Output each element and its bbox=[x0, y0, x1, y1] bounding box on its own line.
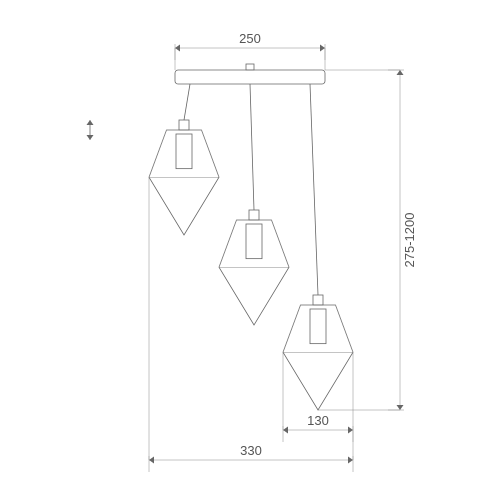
dim-height: 275-1200 bbox=[388, 70, 417, 410]
dim-shade-width-label: 130 bbox=[307, 413, 329, 428]
dim-top-width: 250 bbox=[175, 31, 325, 60]
dim-height-label: 275-1200 bbox=[402, 213, 417, 268]
technical-drawing: 250 275-1200 130 330 bbox=[0, 0, 500, 500]
pendant-2 bbox=[219, 84, 289, 325]
dim-overall-width: 330 bbox=[149, 443, 353, 472]
dim-top-width-label: 250 bbox=[239, 31, 261, 46]
adjustable-height-icon bbox=[87, 120, 94, 140]
canopy bbox=[175, 64, 325, 84]
dim-overall-width-label: 330 bbox=[240, 443, 262, 458]
pendant-3 bbox=[283, 84, 353, 410]
pendant-1 bbox=[149, 84, 219, 235]
dim-shade-width: 130 bbox=[283, 413, 353, 442]
